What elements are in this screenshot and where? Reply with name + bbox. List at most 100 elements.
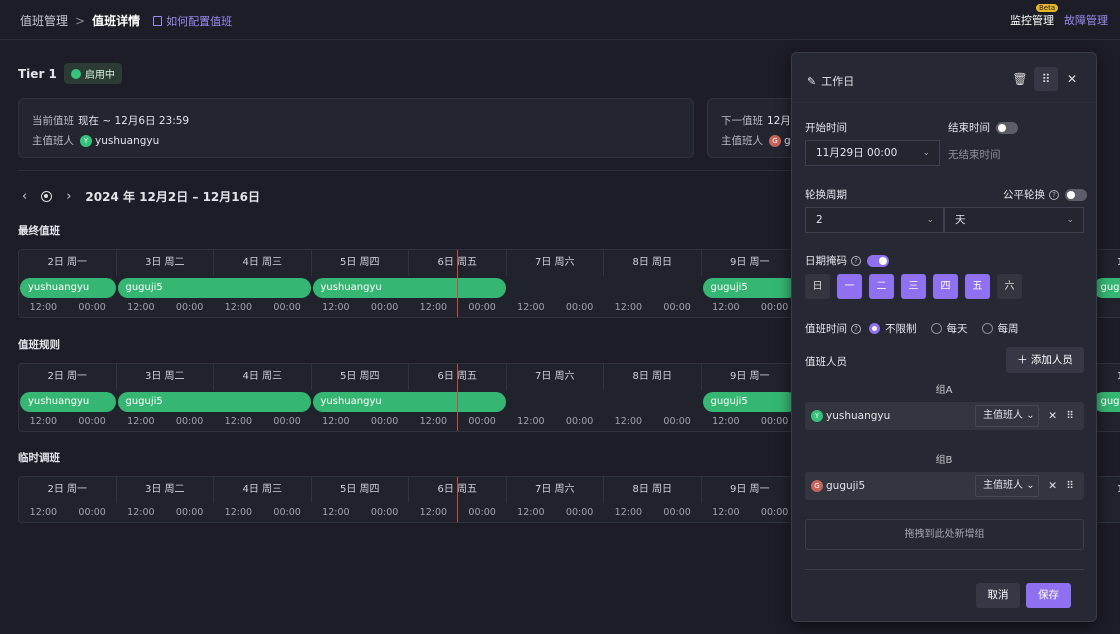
time-tick: 00:00 (78, 507, 106, 518)
time-tick: 00:00 (175, 416, 204, 427)
chevron-right-icon[interactable]: › (66, 189, 72, 204)
day-cell: 2日 周一 (19, 477, 117, 503)
weekday-0[interactable]: 日 (805, 274, 830, 299)
end-time-toggle[interactable] (996, 122, 1018, 134)
chevron-down-icon: ⌄ (922, 148, 930, 158)
fair-rotation-toggle[interactable] (1065, 189, 1087, 201)
weekday-3[interactable]: 三 (901, 274, 926, 299)
radio-daily-label: 每天 (946, 323, 968, 335)
time-tick: 00:00 (468, 302, 496, 313)
shift-bar[interactable]: yushuangyu (20, 278, 116, 298)
start-time-value: 11月29日 00:00 (816, 147, 898, 159)
day-cell: 3日 周二 (117, 364, 214, 390)
time-tick: 12:00 (419, 416, 448, 427)
now-line (457, 250, 458, 317)
nav-monitor-label: 监控管理 (1010, 14, 1054, 27)
radio-weekly[interactable]: 每周 (981, 321, 1019, 336)
radio-daily[interactable]: 每天 (930, 321, 968, 336)
weekday-2[interactable]: 二 (869, 274, 894, 299)
time-tick: 00:00 (760, 302, 789, 313)
help-icon[interactable]: ? (1049, 190, 1059, 200)
weekday-1[interactable]: 一 (837, 274, 862, 299)
date-mask-row: 日期掩码? (805, 253, 889, 268)
day-cell: 8日 周日 (604, 477, 702, 503)
duty-time-label: 值班时间 (805, 323, 847, 335)
pencil-icon[interactable]: ✎ (807, 74, 817, 88)
help-icon[interactable]: ? (851, 323, 861, 334)
drag-handle-icon[interactable]: ⠿ (1066, 410, 1074, 422)
end-time-placeholder: 无结束时间 (948, 149, 1001, 161)
day-cell: 2日 周一 (19, 364, 117, 390)
breadcrumb-parent[interactable]: 值班管理 (20, 14, 69, 28)
shift-bar[interactable]: guguji5 (117, 278, 311, 298)
nav-monitor[interactable]: 监控管理 Beta (1010, 4, 1059, 28)
rule-editor-panel: ✎ 工作日 🗑 ⠿ ✕ 开始时间 结束时间 11月29日 00:00 ⌄ 无结束时间… (791, 52, 1097, 622)
time-tick: 12:00 (614, 507, 643, 518)
help-icon[interactable]: ? (851, 256, 861, 266)
day-cell: 5日 周四 (312, 477, 409, 503)
time-row: 12:00 00:00 12:00 00:00 12:00 00:00 12:00 00:00… (19, 412, 1120, 431)
time-tick: 00:00 (468, 507, 496, 518)
shift-bar[interactable]: guguji5 (117, 392, 311, 412)
section-temp: 临时调班 (18, 452, 60, 464)
time-tick: 12:00 (224, 302, 253, 313)
time-tick: 12:00 (127, 507, 155, 518)
time-tick: 12:00 (712, 416, 740, 427)
shift-bar[interactable]: yushuangyu (312, 278, 506, 298)
trash-icon[interactable]: 🗑 (1012, 72, 1028, 86)
help-link[interactable]: 如何配置值班 (153, 13, 232, 29)
nav-fault[interactable]: 故障管理 (1064, 14, 1108, 27)
day-cell: 7日 周六 (507, 364, 604, 390)
chevron-left-icon[interactable]: ‹ (22, 189, 28, 204)
radio-unlimited-label: 不限制 (885, 323, 917, 335)
now-line (457, 477, 458, 522)
cancel-button[interactable]: 取消 (976, 583, 1020, 608)
time-tick: 12:00 (127, 302, 155, 313)
day-cell: 4日 周三 (214, 250, 312, 276)
close-icon[interactable]: ✕ (1066, 72, 1078, 86)
role-select-a[interactable]: 主值班人 ⌄ (975, 405, 1039, 427)
day-cell: 4日 周三 (214, 364, 312, 390)
day-cell: 5日 周四 (312, 250, 409, 276)
radio-icon (930, 323, 942, 334)
period-unit-select[interactable]: 天 ⌄ (944, 207, 1084, 233)
add-member-button[interactable]: ＋ 添加人员 (1006, 347, 1084, 373)
shift-bar[interactable]: yushuangyu (20, 392, 116, 412)
time-tick: 12:00 (224, 507, 253, 518)
time-tick: 12:00 (419, 507, 448, 518)
avatar: G (811, 480, 823, 492)
shift-bar[interactable]: guguji5 (1092, 278, 1120, 298)
group-a-label: 组A (935, 385, 953, 396)
day-cell: 2日 周一 (19, 250, 117, 276)
drop-zone[interactable]: 拖拽到此处新增组 (805, 519, 1084, 550)
start-time-picker[interactable]: 11月29日 00:00 ⌄ (805, 140, 940, 166)
day-cell: 9日 周一 (702, 250, 799, 276)
weekday-4[interactable]: 四 (933, 274, 958, 299)
time-tick: 12:00 (29, 302, 58, 313)
shift-bar[interactable]: guguji5 (702, 278, 798, 298)
drag-handle-icon[interactable]: ⠿ (1034, 67, 1058, 91)
member-a-name: yushuangyu (826, 410, 891, 422)
shift-bar[interactable]: guguji5 (702, 392, 798, 412)
time-tick: 00:00 (565, 507, 594, 518)
section-rules: 值班规则 (18, 339, 60, 351)
today-icon[interactable] (41, 191, 53, 202)
weekday-6[interactable]: 六 (997, 274, 1022, 299)
remove-icon[interactable]: ✕ (1048, 410, 1057, 422)
shift-bar[interactable]: guguji5 (1092, 392, 1120, 412)
shift-bar[interactable]: yushuangyu (312, 392, 506, 412)
save-button[interactable]: 保存 (1026, 583, 1071, 608)
time-tick: 12:00 (517, 416, 545, 427)
weekday-5[interactable]: 五 (965, 274, 990, 299)
remove-icon[interactable]: ✕ (1048, 480, 1057, 492)
drag-handle-icon[interactable]: ⠿ (1066, 480, 1074, 492)
date-mask-toggle[interactable] (867, 255, 889, 267)
role-select-b[interactable]: 主值班人 ⌄ (975, 475, 1039, 497)
period-input[interactable]: 2 ⌄ (805, 207, 944, 233)
time-tick: 12:00 (127, 416, 155, 427)
period-label: 轮换周期 (805, 189, 847, 201)
radio-unlimited[interactable]: 不限制 (869, 321, 917, 336)
time-tick: 00:00 (273, 416, 301, 427)
